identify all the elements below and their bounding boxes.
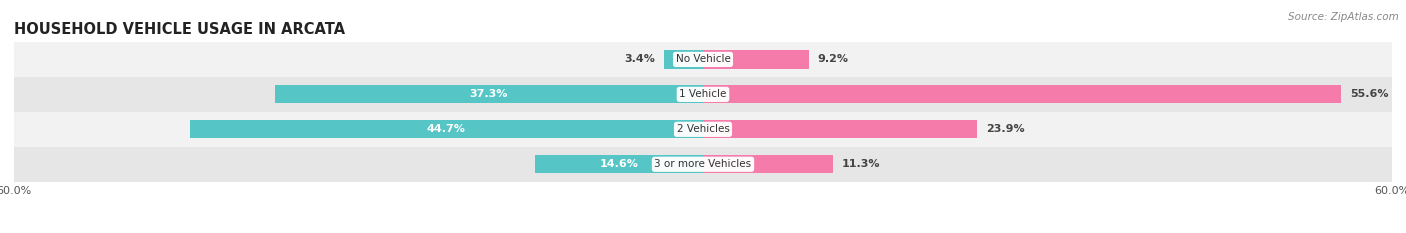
Text: 1 Vehicle: 1 Vehicle bbox=[679, 89, 727, 99]
Bar bbox=[703, 50, 808, 69]
Bar bbox=[274, 85, 703, 103]
Text: 37.3%: 37.3% bbox=[470, 89, 508, 99]
Text: 44.7%: 44.7% bbox=[427, 124, 465, 134]
Text: 3.4%: 3.4% bbox=[624, 55, 655, 64]
Bar bbox=[703, 120, 977, 138]
Text: 9.2%: 9.2% bbox=[818, 55, 849, 64]
Text: 23.9%: 23.9% bbox=[987, 124, 1025, 134]
Text: Source: ZipAtlas.com: Source: ZipAtlas.com bbox=[1288, 12, 1399, 22]
Text: 3 or more Vehicles: 3 or more Vehicles bbox=[654, 159, 752, 169]
Bar bbox=[190, 120, 703, 138]
Bar bbox=[703, 85, 1341, 103]
Text: No Vehicle: No Vehicle bbox=[675, 55, 731, 64]
Text: 11.3%: 11.3% bbox=[842, 159, 880, 169]
Bar bbox=[703, 155, 832, 173]
Bar bbox=[14, 147, 1392, 182]
Bar bbox=[14, 77, 1392, 112]
Bar bbox=[536, 155, 703, 173]
Text: HOUSEHOLD VEHICLE USAGE IN ARCATA: HOUSEHOLD VEHICLE USAGE IN ARCATA bbox=[14, 22, 346, 37]
Text: 2 Vehicles: 2 Vehicles bbox=[676, 124, 730, 134]
Text: 55.6%: 55.6% bbox=[1351, 89, 1389, 99]
Bar bbox=[14, 42, 1392, 77]
Bar bbox=[14, 112, 1392, 147]
Bar bbox=[664, 50, 703, 69]
Text: 14.6%: 14.6% bbox=[600, 159, 638, 169]
